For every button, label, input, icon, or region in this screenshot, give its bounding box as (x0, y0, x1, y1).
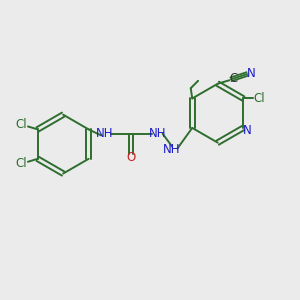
Text: NH: NH (163, 143, 181, 157)
Text: Cl: Cl (16, 118, 27, 131)
Text: Cl: Cl (254, 92, 265, 105)
Text: NH: NH (148, 127, 166, 140)
Text: N: N (247, 67, 255, 80)
Text: O: O (126, 152, 136, 164)
Text: Cl: Cl (16, 157, 27, 170)
Text: NH: NH (96, 127, 113, 140)
Text: N: N (243, 124, 252, 137)
Text: C: C (229, 72, 238, 85)
